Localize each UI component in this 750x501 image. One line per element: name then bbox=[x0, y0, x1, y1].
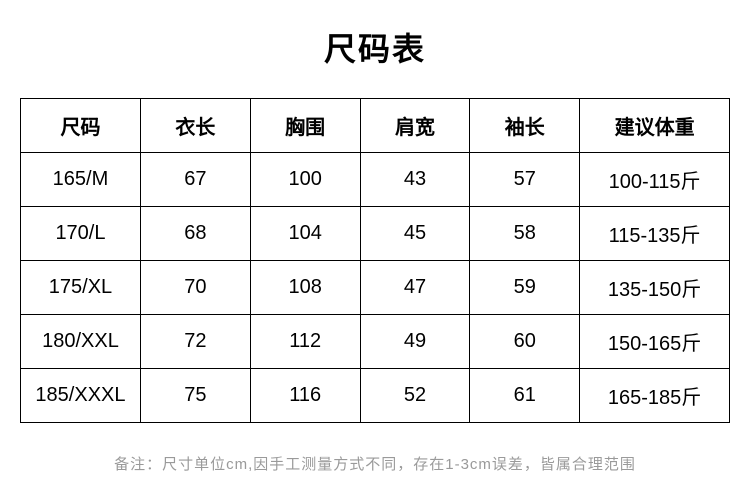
cell-bust: 100 bbox=[250, 153, 360, 207]
page-title: 尺码表 bbox=[324, 24, 426, 70]
col-header-length: 衣长 bbox=[140, 99, 250, 153]
col-header-size: 尺码 bbox=[21, 99, 141, 153]
cell-sleeve: 61 bbox=[470, 369, 580, 423]
table-row: 180/XXL 72 112 49 60 150-165斤 bbox=[21, 315, 730, 369]
cell-shoulder: 52 bbox=[360, 369, 470, 423]
cell-size: 180/XXL bbox=[21, 315, 141, 369]
col-header-weight: 建议体重 bbox=[580, 99, 730, 153]
col-header-bust: 胸围 bbox=[250, 99, 360, 153]
cell-weight: 150-165斤 bbox=[580, 315, 730, 369]
cell-length: 70 bbox=[140, 261, 250, 315]
cell-sleeve: 59 bbox=[470, 261, 580, 315]
cell-shoulder: 47 bbox=[360, 261, 470, 315]
cell-length: 75 bbox=[140, 369, 250, 423]
col-header-shoulder: 肩宽 bbox=[360, 99, 470, 153]
size-table: 尺码 衣长 胸围 肩宽 袖长 建议体重 165/M 67 100 43 57 1… bbox=[20, 98, 730, 423]
cell-weight: 115-135斤 bbox=[580, 207, 730, 261]
footnote: 备注：尺寸单位cm,因手工测量方式不同，存在1-3cm误差，皆属合理范围 bbox=[114, 453, 636, 474]
cell-weight: 100-115斤 bbox=[580, 153, 730, 207]
cell-bust: 108 bbox=[250, 261, 360, 315]
cell-size: 175/XL bbox=[21, 261, 141, 315]
table-row: 185/XXXL 75 116 52 61 165-185斤 bbox=[21, 369, 730, 423]
cell-length: 72 bbox=[140, 315, 250, 369]
cell-sleeve: 57 bbox=[470, 153, 580, 207]
table-body: 165/M 67 100 43 57 100-115斤 170/L 68 104… bbox=[21, 153, 730, 423]
table-row: 165/M 67 100 43 57 100-115斤 bbox=[21, 153, 730, 207]
col-header-sleeve: 袖长 bbox=[470, 99, 580, 153]
cell-weight: 135-150斤 bbox=[580, 261, 730, 315]
cell-shoulder: 43 bbox=[360, 153, 470, 207]
cell-shoulder: 45 bbox=[360, 207, 470, 261]
cell-bust: 116 bbox=[250, 369, 360, 423]
cell-size: 185/XXXL bbox=[21, 369, 141, 423]
table-header-row: 尺码 衣长 胸围 肩宽 袖长 建议体重 bbox=[21, 99, 730, 153]
cell-size: 170/L bbox=[21, 207, 141, 261]
table-row: 175/XL 70 108 47 59 135-150斤 bbox=[21, 261, 730, 315]
cell-bust: 104 bbox=[250, 207, 360, 261]
table-row: 170/L 68 104 45 58 115-135斤 bbox=[21, 207, 730, 261]
cell-bust: 112 bbox=[250, 315, 360, 369]
cell-sleeve: 60 bbox=[470, 315, 580, 369]
cell-length: 67 bbox=[140, 153, 250, 207]
cell-sleeve: 58 bbox=[470, 207, 580, 261]
cell-weight: 165-185斤 bbox=[580, 369, 730, 423]
cell-size: 165/M bbox=[21, 153, 141, 207]
cell-shoulder: 49 bbox=[360, 315, 470, 369]
cell-length: 68 bbox=[140, 207, 250, 261]
